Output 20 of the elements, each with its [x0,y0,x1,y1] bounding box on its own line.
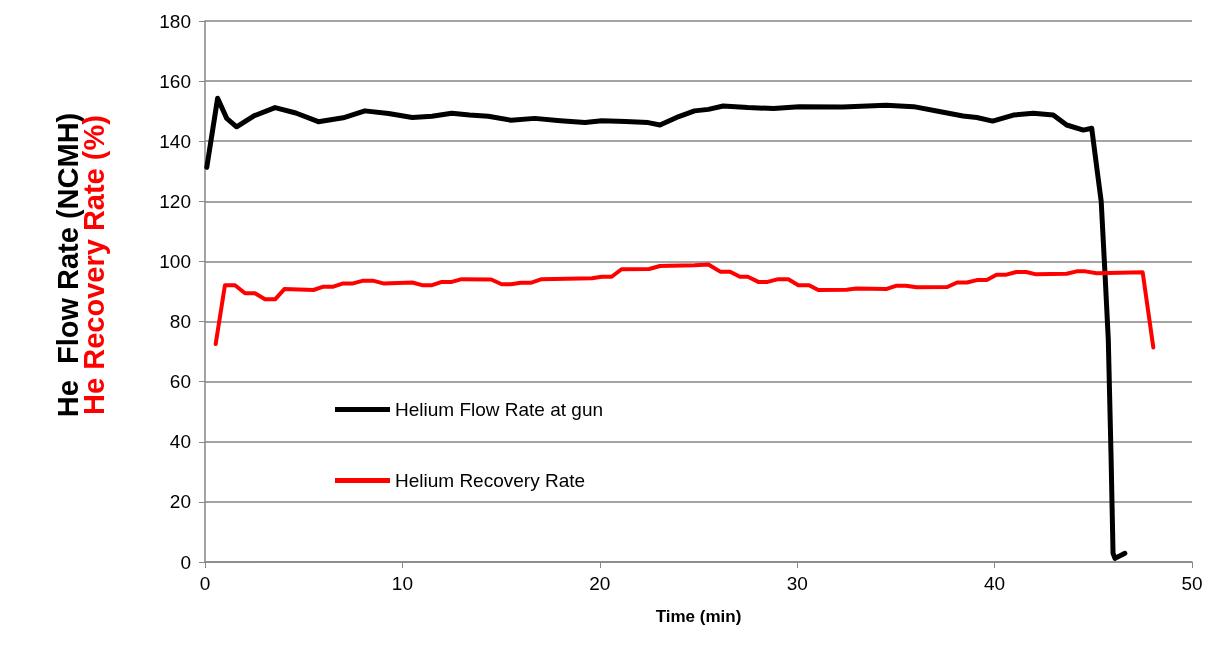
y-tick-label: 40 [169,431,191,453]
legend-label: Helium Recovery Rate [395,470,586,491]
y-tick-label: 20 [169,491,191,513]
line-series [213,262,1156,350]
y-tick-label: 60 [169,371,191,393]
x-tick-label: 50 [1181,573,1203,594]
y-tick-label: 0 [180,551,191,573]
y-tick-label: 160 [159,70,191,92]
x-tick-label: 0 [199,573,211,594]
x-tick-label: 10 [391,573,413,594]
x-tick-label: 20 [589,573,611,594]
y-tick-label: 80 [169,311,191,333]
legend-label: Helium Flow Rate at gun [395,399,604,420]
y-tick-label: 100 [159,250,191,272]
y-tick-label: 180 [159,10,191,32]
x-tick-label: 30 [786,573,808,594]
x-axis-title: Time (min) [655,607,742,626]
y-tick-label: 120 [159,190,191,212]
y-tick-label: 140 [159,130,191,152]
x-tick-label: 40 [984,573,1006,594]
